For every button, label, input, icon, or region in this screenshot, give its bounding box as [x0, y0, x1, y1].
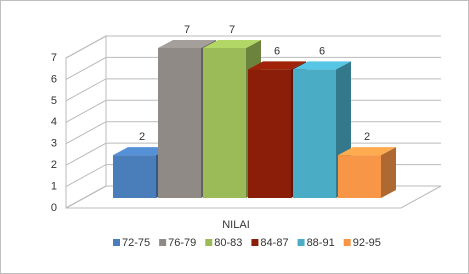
- legend-swatch: [251, 239, 258, 246]
- y-tick-label: 4: [51, 116, 57, 128]
- legend-label: 88-91: [307, 237, 335, 249]
- y-tick-label: 3: [51, 138, 57, 150]
- bar: [113, 155, 156, 198]
- bar: [248, 69, 291, 198]
- y-tick-label: 2: [51, 159, 57, 171]
- legend-swatch: [113, 239, 120, 246]
- data-label: 6: [319, 45, 325, 57]
- data-label: 2: [139, 131, 145, 143]
- legend-swatch: [159, 239, 166, 246]
- bar: [338, 155, 381, 198]
- legend-label: 76-79: [168, 237, 196, 249]
- bar-side: [381, 147, 396, 198]
- chart-frame: NILAI 0 1 2 3 4 5 6 7 2 7 7 6 6 2 72-75 76-79 80-83 84-87…: [0, 0, 469, 274]
- data-label: 7: [184, 24, 190, 36]
- legend-label: 72-75: [122, 237, 150, 249]
- bar: [203, 48, 246, 198]
- y-tick-label: 5: [51, 95, 57, 107]
- legend-swatch: [205, 239, 212, 246]
- y-tick-label: 1: [51, 180, 57, 192]
- legend-swatch: [298, 239, 305, 246]
- category-label: NILAI: [222, 219, 250, 231]
- bar: [293, 69, 336, 198]
- legend-swatch: [344, 239, 351, 246]
- y-tick-label: 6: [51, 73, 57, 85]
- data-label: 6: [274, 45, 280, 57]
- y-tick-label: 0: [51, 202, 57, 214]
- data-label: 2: [364, 131, 370, 143]
- side-wall: [66, 36, 106, 208]
- legend-label: 92-95: [353, 237, 381, 249]
- legend-label: 84-87: [260, 237, 288, 249]
- chart: NILAI 0 1 2 3 4 5 6 7 2 7 7 6 6 2 72-75 76-79 80-83 84-87…: [1, 1, 468, 273]
- y-tick-label: 7: [51, 52, 57, 64]
- data-label: 7: [229, 24, 235, 36]
- legend-label: 80-83: [214, 237, 242, 249]
- bar: [158, 48, 201, 198]
